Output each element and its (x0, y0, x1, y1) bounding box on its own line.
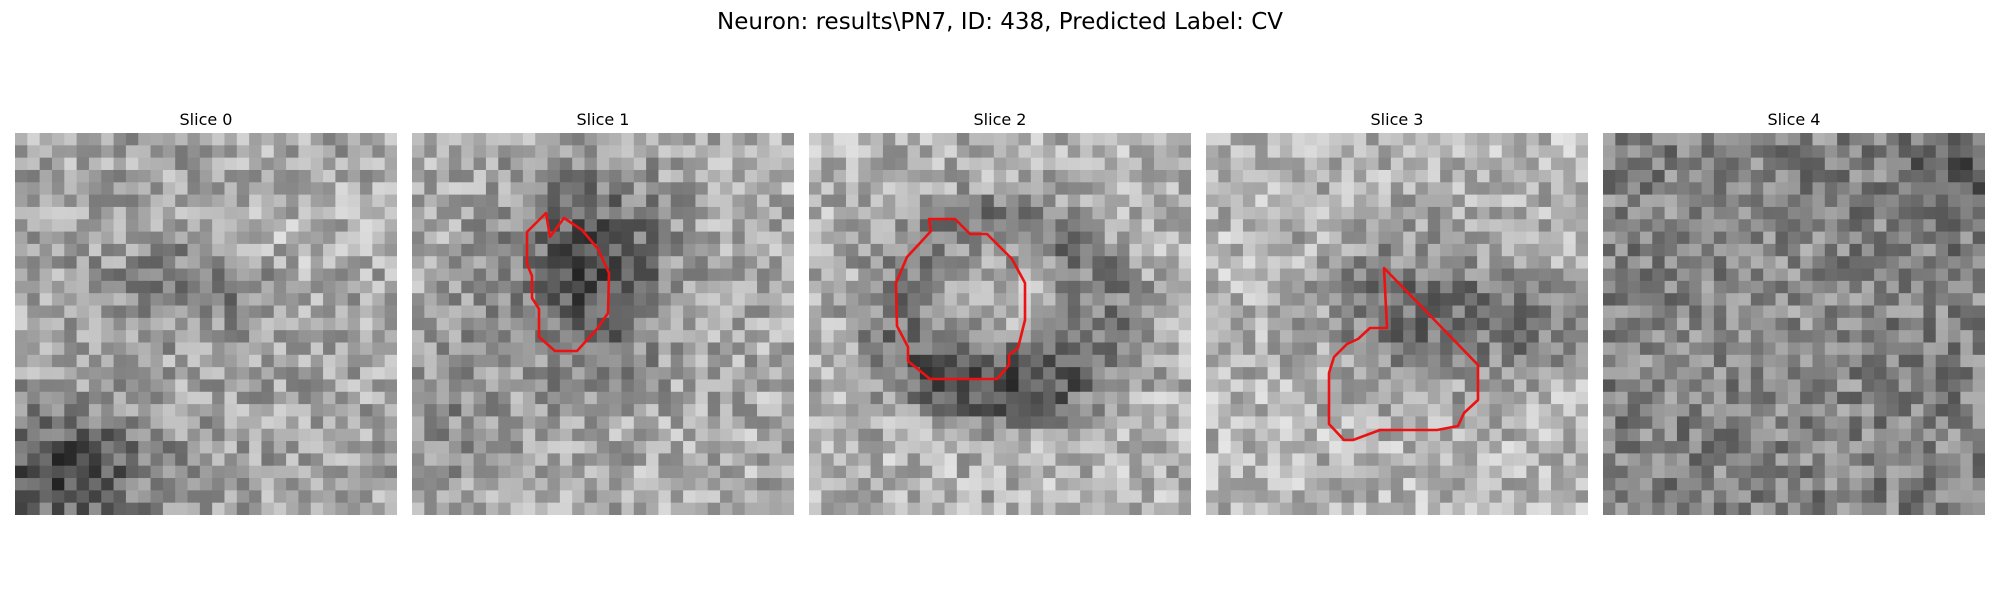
slice-title: Slice 1 (412, 110, 794, 133)
slice-image (1603, 133, 1985, 515)
slice-title: Slice 3 (1206, 110, 1588, 133)
slice-title: Slice 4 (1603, 110, 1985, 133)
slice-image (412, 133, 794, 515)
slice-image (1206, 133, 1588, 515)
slice-image (15, 133, 397, 515)
slice-panel-3: Slice 3 (1206, 110, 1588, 515)
slice-panel-2: Slice 2 (809, 110, 1191, 515)
figure-title: Neuron: results\PN7, ID: 438, Predicted … (0, 7, 2000, 37)
slice-panel-0: Slice 0 (15, 110, 397, 515)
slice-title: Slice 0 (15, 110, 397, 133)
slice-panel-4: Slice 4 (1603, 110, 1985, 515)
slice-panel-1: Slice 1 (412, 110, 794, 515)
slice-image (809, 133, 1191, 515)
slice-title: Slice 2 (809, 110, 1191, 133)
